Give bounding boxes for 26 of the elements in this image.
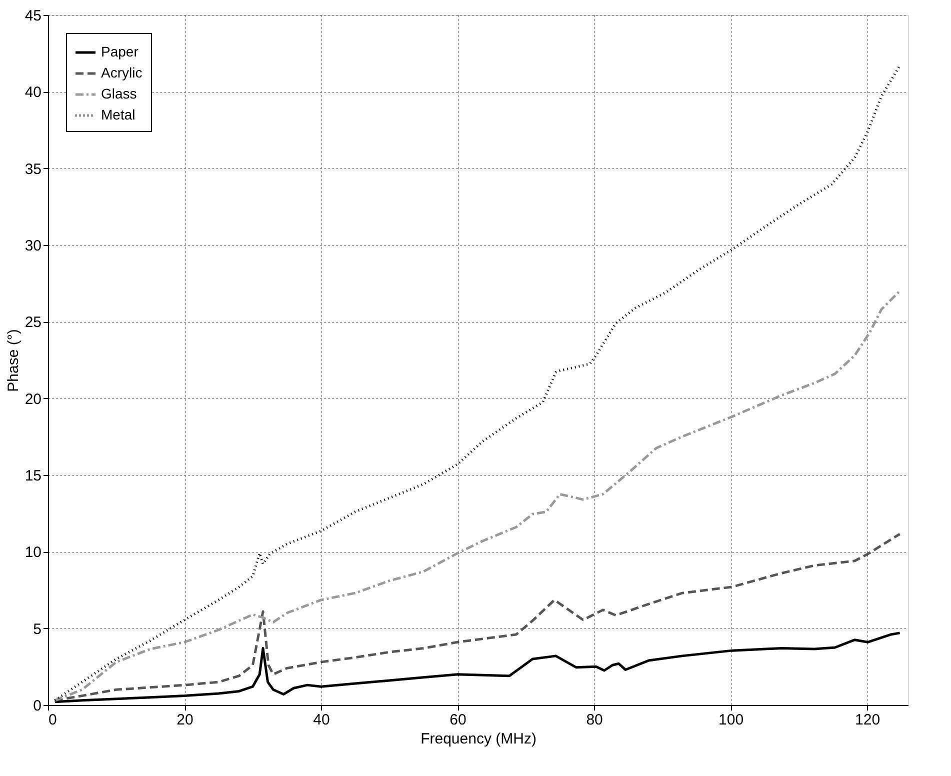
legend-label: Metal — [101, 106, 136, 122]
x-tick-label: 80 — [586, 712, 603, 728]
y-axis-title: Phase (°) — [4, 329, 22, 392]
y-tick-label: 40 — [24, 84, 42, 102]
x-tick-label: 0 — [48, 712, 57, 728]
x-axis-title: Frequency (MHz) — [420, 730, 536, 748]
y-tick-label: 35 — [24, 160, 42, 178]
legend-label: Acrylic — [101, 64, 142, 80]
legend-label: Paper — [101, 44, 139, 60]
y-tick-label: 25 — [24, 314, 42, 332]
y-tick-label: 30 — [24, 238, 42, 254]
y-tick-label: 15 — [24, 468, 42, 484]
y-tick-label: 5 — [33, 620, 42, 638]
line-series — [54, 64, 902, 702]
y-tick-label: 20 — [24, 390, 42, 408]
x-tick-label: 60 — [450, 712, 466, 728]
x-tick-label: 120 — [855, 712, 880, 728]
x-tick-label: 40 — [313, 712, 330, 728]
line-series — [54, 290, 902, 702]
x-tick-label: 100 — [718, 712, 744, 728]
legend-label: Glass — [101, 86, 137, 102]
x-tick-label: 20 — [176, 712, 194, 728]
line-series — [54, 632, 902, 704]
y-tick-label: 10 — [24, 544, 42, 562]
y-tick-label: 45 — [24, 8, 42, 24]
y-tick-label: 0 — [33, 698, 42, 714]
